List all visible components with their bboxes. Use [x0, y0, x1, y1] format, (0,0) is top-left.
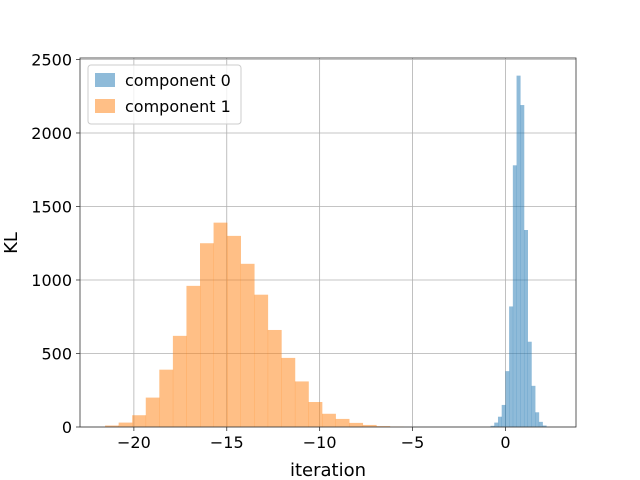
histogram-bar-component-0 [494, 422, 499, 427]
histogram-bar-component-0 [531, 385, 536, 427]
histogram-bar-component-1 [294, 381, 309, 427]
histogram-bar-component-0 [538, 421, 543, 427]
histogram-bar-component-1 [159, 369, 174, 427]
legend-label-component-1: component 1 [125, 97, 231, 116]
histogram-bar-component-1 [308, 402, 323, 427]
x-tick-label: −5 [401, 433, 425, 452]
histogram-bar-component-1 [145, 397, 160, 427]
y-tick-label: 2500 [31, 50, 72, 69]
histogram-bar-component-1 [105, 425, 119, 427]
histogram-bar-component-0 [520, 105, 525, 427]
x-tick-label: 0 [500, 433, 510, 452]
histogram-bar-component-1 [240, 263, 255, 427]
histogram-bar-component-0 [509, 306, 514, 427]
histogram-bar-component-1 [172, 335, 187, 427]
x-axis-label: iteration [290, 460, 366, 480]
y-axis-ticks: 0 500 1000 1500 2000 2500 [31, 50, 80, 437]
histogram-bar-component-1 [254, 294, 269, 427]
legend: component 0 component 1 [87, 64, 242, 125]
histogram-bar-component-0 [497, 416, 502, 427]
y-tick-label: 1500 [31, 197, 72, 216]
legend-box [87, 64, 242, 125]
histogram-bars [105, 75, 547, 428]
histogram-bar-component-1 [186, 285, 201, 427]
histogram-bar-component-1 [335, 418, 350, 427]
histogram-bar-component-1 [227, 235, 241, 427]
histogram-bar-component-1 [132, 415, 147, 427]
histogram-bar-component-0 [535, 412, 540, 427]
histogram-bar-component-1 [118, 422, 133, 427]
x-tick-label: −10 [303, 433, 337, 452]
histogram-bar-component-1 [267, 329, 282, 427]
histogram-bar-component-0 [527, 341, 532, 427]
y-tick-label: 0 [62, 418, 72, 437]
histogram-bar-component-1 [322, 413, 336, 427]
histogram-bar-component-0 [505, 371, 510, 427]
y-tick-label: 1000 [31, 271, 72, 290]
x-tick-label: −20 [117, 433, 151, 452]
histogram-bar-component-1 [376, 426, 391, 427]
histogram-bar-component-0 [501, 404, 506, 427]
plot-frame [79, 57, 577, 428]
histogram-bar-component-1 [281, 357, 296, 427]
y-tick-label: 500 [41, 344, 72, 363]
legend-swatch-component-0 [95, 73, 115, 87]
y-tick-label: 2000 [31, 124, 72, 143]
histogram-bar-component-1 [362, 424, 377, 427]
histogram-bar-component-0 [516, 75, 521, 428]
legend-label-component-0: component 0 [125, 71, 231, 90]
histogram-bar-component-1 [213, 222, 228, 427]
legend-swatch-component-1 [95, 99, 115, 113]
histogram-bar-component-0 [490, 425, 495, 427]
histogram-bar-component-0 [542, 425, 547, 427]
x-axis-ticks: −20 −15 −10 −5 0 [117, 427, 511, 452]
histogram-bar-component-0 [523, 230, 529, 427]
histogram-bar-component-1 [349, 422, 364, 427]
histogram-bar-component-0 [512, 165, 517, 427]
histogram-bar-component-1 [200, 243, 214, 427]
y-axis-label: KL [1, 232, 22, 254]
x-tick-label: −15 [210, 433, 244, 452]
